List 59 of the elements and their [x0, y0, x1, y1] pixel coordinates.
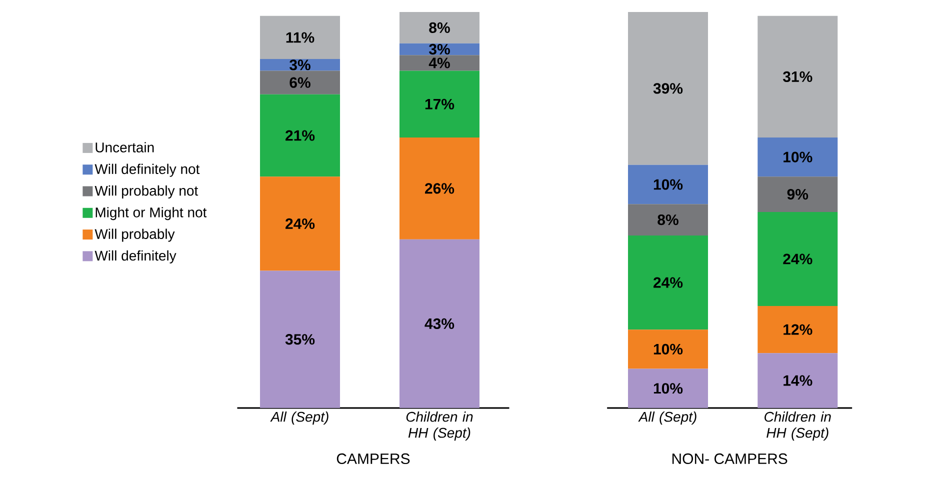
- data-label: 10%: [654, 383, 683, 394]
- data-label: 6%: [290, 77, 310, 88]
- bar: [399, 137, 480, 240]
- data-label: 4%: [428, 58, 450, 68]
- bar: [628, 368, 708, 408]
- data-label: 21%: [286, 130, 315, 141]
- bar: [399, 55, 480, 71]
- data-label: 24%: [654, 277, 683, 288]
- bar: [758, 353, 838, 408]
- bar: [758, 212, 838, 306]
- x-tick-label: Children in HH (Sept): [764, 412, 831, 441]
- bar: [758, 16, 838, 138]
- bar: [260, 94, 340, 177]
- bar: [628, 12, 708, 165]
- bar: [260, 176, 340, 271]
- data-label: 10%: [654, 344, 683, 354]
- bar: [628, 330, 708, 369]
- data-label: 10%: [654, 179, 683, 190]
- x-tick-label: All (Sept): [270, 412, 328, 425]
- legend-label: Uncertain: [96, 142, 154, 152]
- legend-label: Might or Might not: [96, 207, 207, 220]
- bar: [260, 59, 340, 71]
- legend-label: Will probably: [94, 228, 175, 242]
- data-label: 39%: [653, 83, 683, 94]
- data-label: 11%: [286, 32, 314, 43]
- x-tick-label: Children in HH (Sept): [406, 412, 473, 441]
- bar: [628, 235, 708, 330]
- x-axis-title: CAMPERS: [336, 453, 410, 464]
- x-tick-label: All (Sept): [638, 412, 696, 425]
- data-label: 31%: [782, 71, 812, 82]
- data-label: 8%: [658, 214, 678, 226]
- bar: [260, 70, 340, 94]
- data-label: 10%: [784, 152, 812, 162]
- data-label: 24%: [286, 218, 315, 229]
- legend-label: Will definitely: [94, 250, 176, 264]
- data-label: 12%: [784, 324, 812, 335]
- bar: [260, 16, 340, 60]
- data-label: 9%: [787, 188, 808, 200]
- data-label: 3%: [428, 44, 450, 55]
- data-label: 8%: [429, 22, 450, 33]
- bar: [758, 306, 838, 354]
- data-label: 3%: [290, 60, 310, 70]
- bar: [260, 270, 340, 408]
- data-label: 24%: [783, 254, 812, 264]
- bar: [758, 137, 838, 177]
- data-label: 35%: [285, 334, 315, 345]
- bar: [628, 164, 708, 204]
- bar: [628, 204, 708, 236]
- legend-label: Will probably not: [94, 185, 198, 198]
- data-label: 26%: [425, 183, 454, 194]
- bar: [399, 12, 480, 44]
- data-label: 17%: [425, 98, 454, 110]
- data-label: 14%: [784, 375, 812, 386]
- x-axis-title: NON- CAMPERS: [672, 453, 788, 464]
- legend-label: Will definitely not: [94, 164, 200, 177]
- bar: [758, 176, 838, 212]
- bar: [399, 239, 480, 408]
- bar: [399, 70, 480, 138]
- data-label: 43%: [424, 318, 454, 330]
